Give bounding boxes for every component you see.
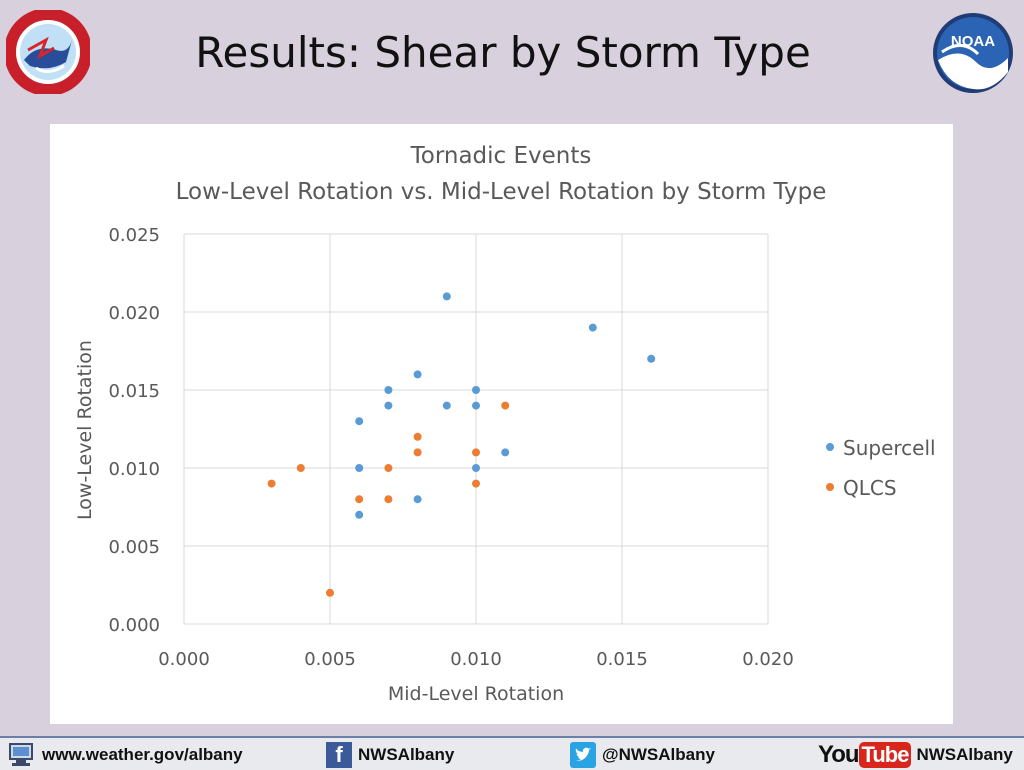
- data-point-supercell: [647, 354, 656, 363]
- y-tick-label: 0.020: [108, 303, 160, 324]
- data-point-supercell: [588, 323, 597, 332]
- data-point-qlcs: [267, 479, 276, 488]
- data-point-qlcs: [355, 495, 364, 504]
- computer-icon: [9, 743, 33, 766]
- nws-logo: [6, 10, 90, 94]
- y-tick-label: 0.005: [108, 537, 160, 558]
- data-point-supercell: [472, 464, 480, 472]
- data-point-supercell: [501, 448, 510, 457]
- twitter-icon: [570, 742, 596, 768]
- legend-label-supercell: Supercell: [843, 436, 936, 460]
- data-point-supercell: [472, 401, 480, 410]
- youtube-logo-tube: Tube: [858, 742, 912, 768]
- data-point-qlcs: [326, 588, 334, 597]
- data-point-qlcs: [413, 448, 422, 457]
- data-point-qlcs: [472, 448, 480, 457]
- x-tick-label: 0.020: [742, 649, 794, 670]
- y-tick-label: 0.025: [108, 225, 160, 246]
- y-tick-label: 0.000: [108, 615, 160, 636]
- noaa-logo-text: NOAA: [951, 33, 995, 50]
- chart-title: Tornadic Events: [410, 143, 592, 169]
- data-point-supercell: [472, 386, 480, 394]
- legend-marker-supercell: [826, 443, 834, 451]
- footer-website[interactable]: www.weather.gov/albany: [8, 742, 243, 768]
- data-point-qlcs: [384, 495, 393, 504]
- noaa-logo: NOAA: [933, 13, 1013, 93]
- data-point-qlcs: [472, 479, 480, 488]
- facebook-icon: f: [326, 742, 352, 768]
- data-point-qlcs: [501, 401, 510, 410]
- tick-labels: 0.000 0.005 0.010 0.015 0.020 0.000 0.005 0.010…: [108, 225, 793, 670]
- data-point-supercell: [355, 510, 364, 519]
- data-point-supercell: [355, 417, 364, 426]
- footer-facebook[interactable]: f NWSAlbany: [326, 742, 454, 768]
- data-point-supercell: [384, 401, 393, 410]
- chart-panel: Tornadic Events Low-Level Rotation vs. M…: [50, 124, 953, 724]
- slide-title: Results: Shear by Storm Type: [195, 28, 811, 77]
- website-link[interactable]: www.weather.gov/albany: [42, 745, 243, 764]
- data-point-qlcs: [413, 432, 422, 441]
- legend-label-qlcs: QLCS: [843, 476, 897, 500]
- grid: [183, 233, 769, 625]
- data-point-qlcs: [296, 464, 305, 472]
- twitter-link[interactable]: @NWSAlbany: [602, 745, 715, 764]
- chart-subtitle: Low-Level Rotation vs. Mid-Level Rotatio…: [176, 179, 827, 205]
- data-point-qlcs: [384, 464, 393, 472]
- x-tick-label: 0.000: [158, 649, 210, 670]
- youtube-link[interactable]: NWSAlbany: [916, 745, 1013, 764]
- x-axis-label: Mid-Level Rotation: [388, 683, 564, 705]
- data-point-supercell: [413, 495, 422, 504]
- youtube-logo-you: You: [818, 741, 860, 768]
- y-tick-label: 0.015: [108, 381, 160, 402]
- facebook-link[interactable]: NWSAlbany: [358, 745, 455, 764]
- y-axis-label: Low-Level Rotation: [74, 340, 96, 520]
- footer-bar: www.weather.gov/albany f NWSAlbany @NWSA…: [0, 736, 1024, 770]
- data-point-supercell: [384, 386, 393, 394]
- data-point-supercell: [442, 292, 451, 301]
- x-tick-label: 0.015: [596, 649, 648, 670]
- footer-twitter[interactable]: @NWSAlbany: [570, 742, 715, 768]
- scatter-chart: Tornadic Events Low-Level Rotation vs. M…: [74, 143, 936, 705]
- legend: Supercell QLCS: [826, 436, 936, 500]
- data-point-supercell: [442, 401, 451, 410]
- x-tick-label: 0.005: [304, 649, 356, 670]
- x-tick-label: 0.010: [450, 649, 502, 670]
- y-tick-label: 0.010: [108, 459, 160, 480]
- data-point-supercell: [355, 464, 364, 472]
- footer-youtube[interactable]: You Tube NWSAlbany: [818, 741, 1013, 768]
- legend-marker-qlcs: [826, 483, 834, 491]
- data-point-supercell: [413, 370, 422, 379]
- data-points: [267, 292, 656, 597]
